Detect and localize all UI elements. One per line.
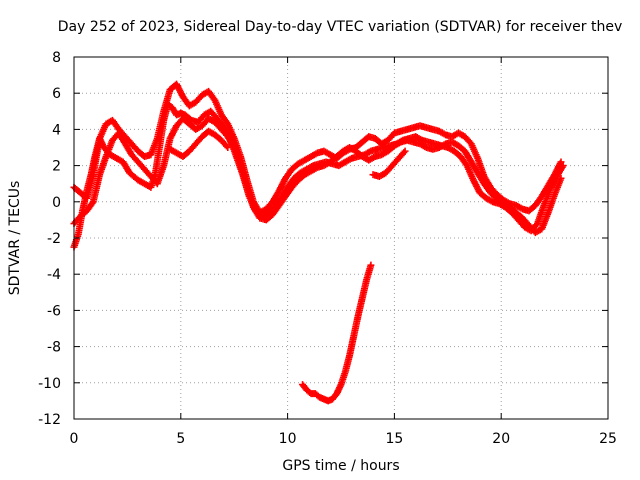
data-point-marker [401, 147, 409, 155]
data-point-marker [400, 149, 408, 157]
y-tick-label: -10 [38, 376, 61, 392]
x-tick-label: 25 [599, 431, 617, 447]
chart-title: Day 252 of 2023, Sidereal Day-to-day VTE… [58, 19, 622, 35]
series-track-f [369, 147, 409, 180]
data-series [70, 80, 567, 405]
x-tick-label: 15 [385, 431, 403, 447]
x-tick-label: 10 [279, 431, 297, 447]
y-axis-label: SDTVAR / TECUs [7, 181, 23, 296]
series-track-d [166, 127, 232, 161]
data-point-marker [224, 144, 232, 151]
data-point-marker [557, 174, 565, 182]
y-tick-label: 2 [52, 159, 61, 175]
y-tick-label: -12 [38, 412, 61, 428]
x-axis-ticks: 0 5 10 15 20 25 [70, 57, 617, 447]
data-point-marker [88, 199, 96, 207]
y-tick-label: -8 [47, 340, 61, 356]
series-track-c [70, 115, 565, 237]
y-axis-ticks: -12 -10 -8 -6 -4 -2 0 2 4 6 8 [38, 50, 608, 428]
data-point-marker [557, 158, 565, 166]
y-tick-label: 0 [52, 195, 61, 211]
grid-lines [74, 57, 608, 419]
x-tick-label: 5 [176, 431, 185, 447]
data-point-marker [367, 261, 375, 269]
series-track-a [70, 100, 567, 251]
y-tick-label: 4 [52, 122, 61, 138]
y-tick-label: -2 [47, 231, 61, 247]
x-tick-label: 20 [492, 431, 510, 447]
y-tick-label: 8 [52, 50, 61, 66]
y-tick-label: 6 [52, 86, 61, 102]
y-tick-label: -6 [47, 303, 61, 319]
series-track-e [299, 261, 375, 405]
x-tick-label: 0 [70, 431, 79, 447]
x-axis-label: GPS time / hours [282, 458, 399, 474]
data-point-marker [223, 142, 231, 150]
y-tick-label: -4 [47, 267, 61, 283]
